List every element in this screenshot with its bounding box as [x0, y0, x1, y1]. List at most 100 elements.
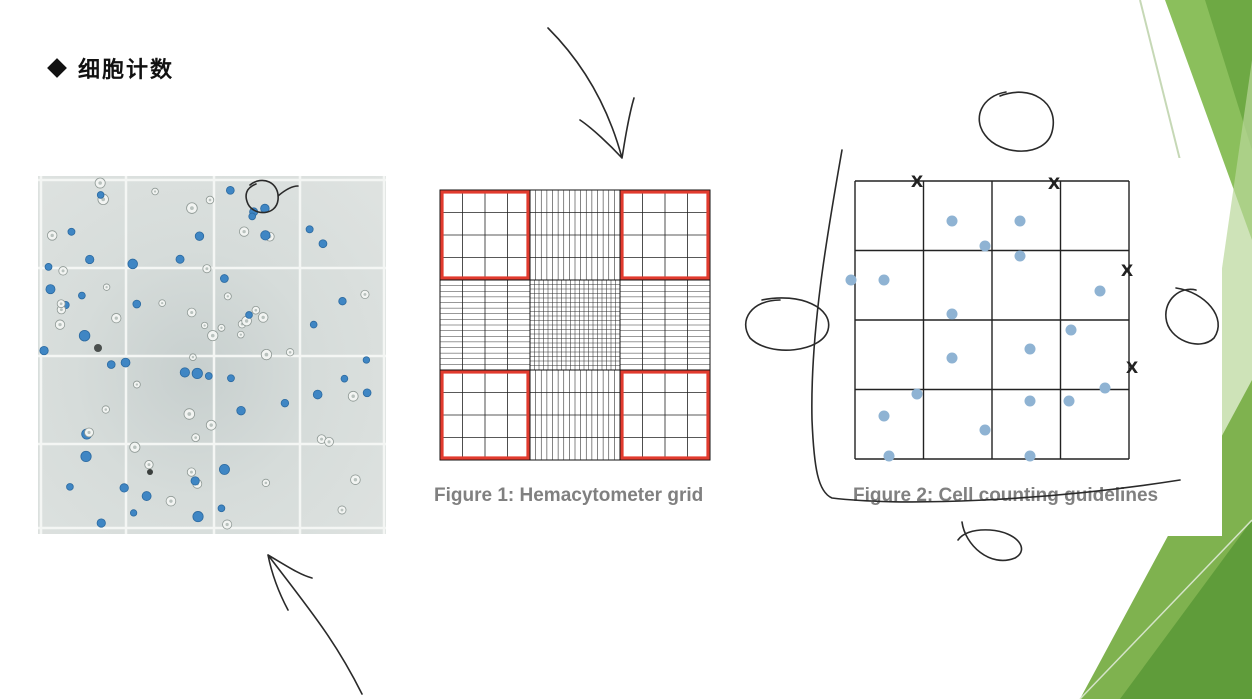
unstained-cell	[237, 330, 245, 339]
cell-circle-mark	[245, 179, 299, 214]
unstained-cell	[101, 405, 110, 414]
stained-cell	[236, 405, 246, 416]
cell-dot	[1024, 395, 1036, 407]
cell-dot	[1024, 450, 1036, 462]
cell-dot	[1063, 395, 1075, 407]
debris	[94, 344, 102, 352]
unstained-cell	[102, 283, 111, 291]
exclude-x-marker: X	[1121, 261, 1134, 280]
stained-cell	[132, 299, 142, 309]
stained-cell	[96, 518, 106, 528]
bracket-left	[811, 149, 1181, 503]
unstained-cell	[202, 264, 212, 274]
stained-cell	[179, 367, 190, 378]
unstained-cell	[217, 323, 226, 332]
cell-dot	[1014, 250, 1026, 262]
stained-cell	[194, 231, 205, 241]
stained-cell	[67, 227, 76, 236]
unstained-cell	[205, 419, 217, 431]
unstained-cell	[324, 437, 334, 447]
stained-cell	[78, 291, 86, 300]
stained-cell	[248, 212, 256, 221]
stained-cell	[120, 357, 131, 368]
stained-cell	[44, 263, 53, 271]
unstained-cell	[251, 305, 261, 315]
unstained-cell	[144, 460, 154, 470]
stained-cell	[204, 372, 213, 380]
stained-cell	[338, 297, 347, 306]
stained-cell	[106, 360, 116, 369]
cell-dot	[845, 274, 857, 286]
unstained-cell	[239, 226, 250, 237]
unstained-cell	[360, 289, 370, 299]
unstained-cell	[260, 349, 273, 361]
cell-dot	[946, 215, 958, 227]
unstained-cell	[316, 434, 327, 444]
stained-cell	[340, 374, 349, 383]
stained-cell	[192, 511, 204, 523]
unstained-cell	[183, 408, 196, 420]
cell-dot	[1094, 285, 1106, 297]
unstained-cell	[205, 195, 215, 205]
unstained-cell	[129, 441, 141, 453]
slide-title: 细胞计数	[47, 52, 175, 84]
stained-cell	[141, 491, 152, 501]
unstained-cell	[56, 299, 66, 309]
cell-dot	[1024, 343, 1036, 355]
figure2-caption: Figure 2: Cell counting guidelines	[853, 485, 1159, 506]
stained-cell	[226, 186, 235, 195]
cell-dot	[911, 388, 923, 400]
unstained-cell	[58, 266, 68, 276]
stained-cell	[45, 284, 56, 295]
stained-cell	[220, 274, 229, 283]
arrow-bottom	[267, 554, 363, 695]
unstained-cell	[350, 474, 361, 485]
cell-dot	[878, 274, 890, 286]
unstained-cell	[337, 505, 347, 515]
stained-cell	[190, 476, 200, 486]
debris	[147, 469, 153, 475]
unstained-cell	[186, 202, 198, 214]
stained-cell	[80, 450, 92, 463]
unstained-cell	[151, 187, 159, 196]
stained-cell	[260, 230, 271, 241]
unstained-cell	[132, 380, 141, 389]
unstained-cell	[223, 292, 232, 301]
hemacytometer-grid	[439, 189, 711, 461]
unstained-cell	[97, 193, 109, 205]
unstained-cell	[186, 467, 197, 477]
unstained-cell	[347, 390, 359, 402]
stained-cell	[318, 239, 328, 249]
counting-square-highlight	[620, 190, 710, 280]
slide-title-text: 细胞计数	[78, 57, 175, 83]
stained-cell	[191, 367, 203, 380]
circle-top	[978, 91, 1055, 152]
stained-cell	[219, 463, 230, 475]
unstained-cell	[94, 177, 106, 189]
exclude-x-marker: X	[1126, 358, 1139, 377]
stained-cell	[362, 356, 371, 364]
unstained-cell	[191, 433, 201, 442]
stained-cell	[130, 509, 138, 517]
counting-square-highlight	[620, 370, 710, 460]
unstained-cell	[207, 330, 219, 342]
stained-cell	[362, 388, 372, 398]
circle-right	[1165, 287, 1220, 345]
stained-cell	[280, 398, 290, 408]
cell-dot	[946, 352, 958, 364]
cell-dot	[1014, 215, 1026, 227]
unstained-cell	[84, 427, 94, 438]
stained-cell	[305, 225, 314, 234]
counting-square-highlight	[440, 370, 530, 460]
cell-dot	[883, 450, 895, 462]
stained-cell	[78, 329, 91, 342]
stained-cell	[217, 504, 226, 513]
cell-dot	[1099, 382, 1111, 394]
unstained-cell	[111, 313, 122, 324]
arrow-top	[547, 27, 635, 159]
exclude-x-marker: X	[1048, 174, 1061, 193]
stained-cell	[119, 483, 129, 493]
stained-cell	[175, 254, 185, 264]
cell-dot	[979, 240, 991, 252]
